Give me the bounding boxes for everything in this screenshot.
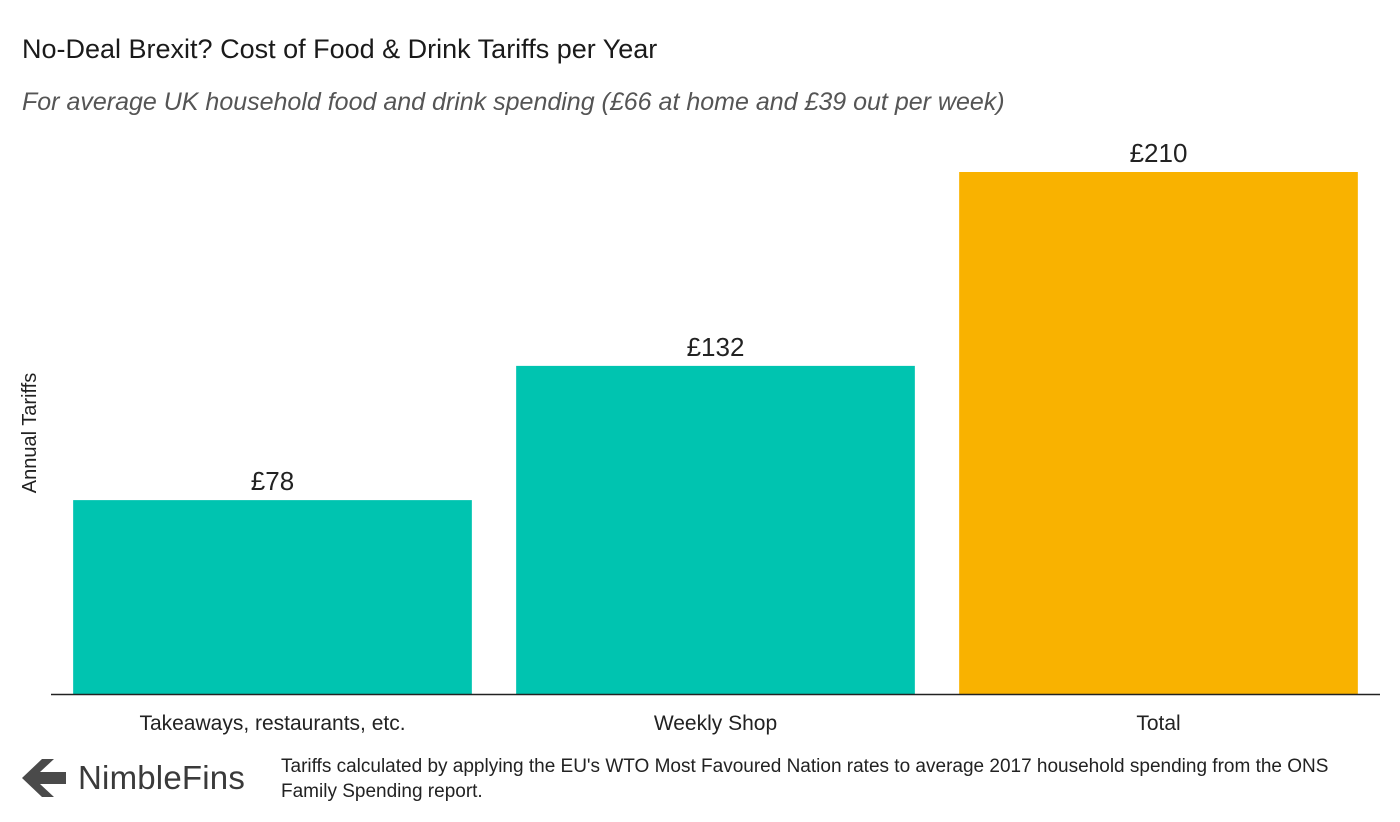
bar (516, 365, 915, 694)
bar-value-label: £210 (1130, 138, 1188, 168)
x-tick-label: Takeaways, restaurants, etc. (139, 712, 405, 735)
footer: NimbleFins Tariffs calculated by applyin… (0, 748, 1400, 808)
x-tick-label: Weekly Shop (654, 712, 777, 735)
brand-logo: NimbleFins (20, 754, 245, 802)
footnote: Tariffs calculated by applying the EU's … (281, 756, 1329, 802)
brand-name: NimbleFins (78, 759, 246, 796)
chevron-left-icon (22, 759, 66, 797)
x-tick-labels-group: Takeaways, restaurants, etc. Weekly Shop T… (139, 712, 1180, 735)
bar (73, 500, 472, 694)
bar-value-label: £132 (687, 332, 745, 362)
bar-chart: £78 £132 £210 Takeaways, restaurants, etc.… (19, 138, 1380, 735)
bars-group (73, 172, 1358, 694)
bar (959, 172, 1358, 694)
bar-value-label: £78 (251, 466, 294, 496)
chart-subtitle: For average UK household food and drink … (22, 88, 1005, 116)
chart-title: No-Deal Brexit? Cost of Food & Drink Tar… (22, 34, 658, 64)
value-labels-group: £78 £132 £210 (251, 138, 1188, 496)
y-axis-label: Annual Tariffs (19, 373, 41, 493)
x-tick-label: Total (1136, 712, 1180, 735)
